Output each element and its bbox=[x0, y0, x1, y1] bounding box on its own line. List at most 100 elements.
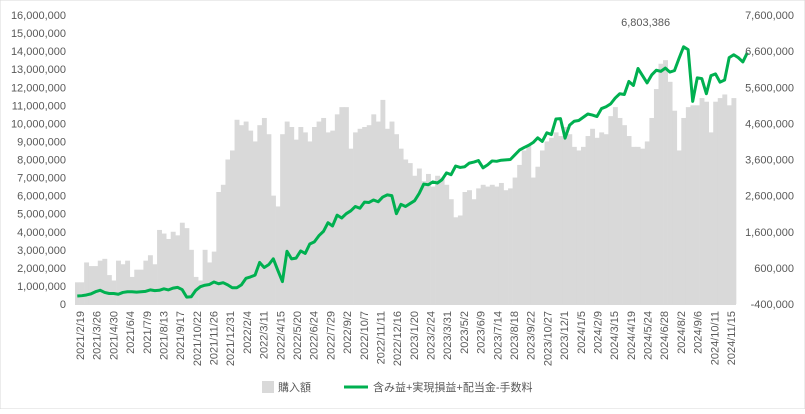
bar-purchase bbox=[125, 260, 131, 304]
bar-purchase bbox=[699, 98, 705, 304]
left-axis-tick-label: 5,000,000 bbox=[17, 209, 66, 221]
bar-purchase bbox=[539, 150, 545, 304]
bar-purchase bbox=[234, 119, 240, 304]
x-axis-tick-label: 2021/8/13 bbox=[159, 311, 171, 360]
bar-purchase bbox=[448, 199, 454, 304]
bar-purchase bbox=[88, 266, 94, 304]
bar-purchase bbox=[476, 188, 482, 304]
x-axis-tick-label: 2022/5/20 bbox=[292, 311, 304, 360]
bar-purchase bbox=[644, 141, 650, 304]
bar-purchase bbox=[302, 132, 308, 304]
bar-purchase bbox=[398, 148, 404, 304]
bar-purchase bbox=[603, 134, 609, 304]
x-axis-tick-label: 2021/10/22 bbox=[192, 311, 204, 366]
bar-purchase bbox=[198, 280, 203, 304]
bar-purchase bbox=[663, 60, 668, 304]
bar-purchase bbox=[298, 126, 304, 305]
bar-purchase bbox=[553, 132, 559, 304]
left-axis-tick-label: 14,000,000 bbox=[11, 46, 66, 58]
bar-purchase bbox=[316, 121, 322, 304]
x-axis-tick-label: 2023/10/27 bbox=[542, 311, 554, 366]
bar-purchase bbox=[512, 177, 518, 304]
x-axis-tick-label: 2024/6/28 bbox=[659, 311, 671, 360]
bar-purchase bbox=[312, 126, 317, 305]
left-axis-tick-label: 12,000,000 bbox=[11, 82, 66, 94]
x-axis-tick-label: 2022/9/2 bbox=[342, 311, 354, 354]
bar-purchase bbox=[161, 233, 167, 304]
bar-purchase bbox=[626, 136, 632, 304]
bar-purchase bbox=[439, 177, 445, 304]
x-axis-tick-label: 2022/11/11 bbox=[376, 311, 388, 364]
right-axis-tick-label: 2,600,000 bbox=[745, 191, 794, 203]
legend: 購入額 含み益+実現損益+配当金-手数料 bbox=[262, 380, 533, 394]
bar-purchase bbox=[530, 177, 536, 304]
bar-purchase bbox=[284, 121, 290, 304]
x-axis-tick-label: 2022/7/29 bbox=[325, 311, 337, 360]
bar-purchase bbox=[726, 105, 732, 304]
bar-purchase bbox=[102, 258, 108, 304]
bar-purchase bbox=[407, 163, 413, 304]
bar-purchase bbox=[694, 105, 700, 304]
bar-purchase bbox=[225, 159, 231, 304]
bar-purchase bbox=[202, 249, 208, 304]
bar-purchase bbox=[590, 128, 596, 304]
bar-purchase bbox=[248, 130, 254, 304]
x-axis-tick-label: 2024/9/6 bbox=[693, 311, 705, 354]
x-axis-tick-label: 2023/2/24 bbox=[426, 311, 438, 360]
bar-purchase bbox=[635, 146, 641, 304]
right-axis-tick-label: 1,600,000 bbox=[745, 227, 794, 239]
left-axis-tick-label: 10,000,000 bbox=[11, 118, 66, 130]
bar-purchase bbox=[211, 251, 217, 304]
x-axis-tick-label: 2023/8/18 bbox=[509, 311, 521, 360]
x-axis-tick-label: 2023/3/31 bbox=[442, 311, 454, 360]
bar-purchase bbox=[216, 192, 222, 304]
bar-purchase bbox=[426, 173, 431, 304]
x-axis-tick-label: 2021/4/30 bbox=[108, 311, 120, 360]
left-axis-tick-label: 7,000,000 bbox=[17, 173, 66, 185]
bar-purchase bbox=[462, 192, 468, 304]
bar-purchase bbox=[239, 125, 245, 305]
left-axis-tick-label: 4,000,000 bbox=[17, 227, 66, 239]
bar-purchase bbox=[334, 114, 340, 304]
peak-data-label: 6,803,386 bbox=[621, 17, 670, 29]
bar-purchase bbox=[75, 282, 80, 304]
bar-purchase bbox=[188, 249, 194, 304]
x-axis-tick-label: 2024/8/2 bbox=[676, 311, 688, 354]
bar-purchase bbox=[608, 116, 614, 305]
bar-purchase bbox=[430, 186, 436, 304]
bar-purchase bbox=[708, 132, 714, 304]
left-axis-tick-label: 16,000,000 bbox=[11, 10, 66, 22]
bar-purchase bbox=[84, 262, 90, 304]
bar-purchase bbox=[581, 146, 586, 304]
bar-purchase bbox=[403, 159, 409, 304]
bar-purchase bbox=[371, 114, 377, 304]
bar-purchase bbox=[526, 145, 532, 304]
x-axis-tick-label: 2024/1/5 bbox=[576, 311, 588, 354]
bar-purchase bbox=[252, 141, 258, 304]
bar-purchase bbox=[93, 266, 99, 304]
bar-purchase bbox=[503, 190, 509, 304]
bar-purchase bbox=[658, 63, 664, 304]
bar-purchase bbox=[343, 107, 349, 305]
bar-purchase bbox=[713, 101, 719, 304]
x-axis-tick-label: 2022/3/11 bbox=[259, 311, 271, 359]
x-axis-tick-label: 2022/6/24 bbox=[309, 311, 321, 360]
bar-purchase bbox=[612, 107, 618, 305]
bar-purchase bbox=[681, 117, 687, 305]
x-axis-tick-label: 2022/10/7 bbox=[359, 311, 371, 360]
x-axis-tick-label: 2021/6/4 bbox=[125, 311, 137, 354]
bar-purchase bbox=[307, 141, 313, 304]
x-axis-tick-label: 2024/2/9 bbox=[593, 311, 605, 354]
right-axis-tick-label: 6,600,000 bbox=[745, 46, 794, 58]
line-profit bbox=[77, 45, 749, 299]
left-axis-tick-label: 3,000,000 bbox=[17, 245, 66, 257]
bar-purchase bbox=[494, 186, 500, 304]
bar-purchase bbox=[394, 134, 400, 304]
x-axis-tick-label: 2021/9/17 bbox=[175, 311, 187, 360]
bar-purchase bbox=[184, 228, 190, 304]
right-axis-tick-label: -400,000 bbox=[751, 299, 794, 311]
bar-purchase bbox=[649, 117, 655, 305]
x-axis-tick-label: 2024/4/19 bbox=[626, 311, 638, 360]
bar-purchase bbox=[631, 146, 637, 304]
